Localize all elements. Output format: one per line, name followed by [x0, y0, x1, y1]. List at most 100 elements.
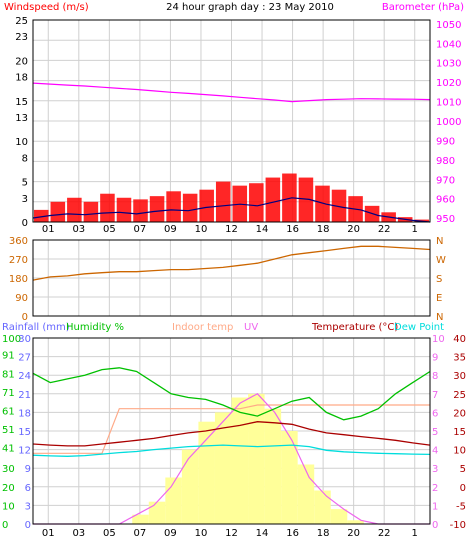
windspeed-tick: 13	[15, 113, 28, 124]
hour-tick: 10	[195, 528, 208, 539]
solar-bar	[314, 490, 331, 524]
humidity-tick: 20	[2, 483, 15, 494]
temperature-tick: 10	[453, 446, 466, 457]
uv-tick: 4	[432, 446, 438, 457]
hour-tick: 09	[164, 528, 177, 539]
temperature-axis-title: Temperature (°C)	[311, 322, 398, 333]
compass-tick: W	[436, 255, 446, 266]
barometer-tick: 1040	[436, 39, 461, 50]
uv-tick: 9	[432, 353, 438, 364]
hour-tick: 20	[347, 224, 360, 235]
temperature-tick: 25	[453, 390, 466, 401]
solar-bar	[165, 477, 182, 524]
windspeed-tick: 18	[15, 73, 28, 84]
windspeed-line	[32, 197, 431, 223]
dew-point-legend: Dew Point	[394, 322, 444, 333]
hour-tick: 18	[317, 224, 330, 235]
humidity-tick: 41	[2, 444, 15, 455]
solar-bar	[231, 397, 249, 524]
gust-bar	[50, 201, 66, 222]
hour-tick: 05	[103, 528, 116, 539]
temperature-tick: 20	[453, 408, 466, 419]
humidity-tick: 10	[2, 501, 15, 512]
gust-bar	[298, 177, 314, 222]
temperature-humidity-panel: 0102030415161718191100036912151821242730…	[2, 334, 466, 539]
rainfall-tick: 3	[25, 501, 31, 512]
chart-title: 24 hour graph day : 23 May 2010	[166, 2, 334, 13]
solar-bar	[347, 520, 364, 524]
rainfall-tick: 15	[18, 427, 31, 438]
rainfall-tick: 0	[25, 520, 31, 531]
rainfall-tick: 27	[18, 353, 31, 364]
direction-tick: 270	[9, 255, 28, 266]
direction-tick: 360	[9, 236, 28, 247]
barometer-tick: 1020	[436, 78, 461, 89]
gust-bar	[34, 209, 49, 222]
barometer-tick: 1030	[436, 59, 461, 70]
humidity-tick: 81	[2, 369, 15, 380]
barometer-tick: 1000	[436, 117, 461, 128]
compass-tick: E	[436, 293, 442, 304]
gust-bar	[67, 197, 82, 222]
uv-tick: 2	[432, 483, 438, 494]
barometer-tick: 980	[436, 156, 455, 167]
rainfall-tick: 24	[18, 371, 31, 382]
windspeed-tick: 3	[22, 194, 28, 205]
temperature-tick: 15	[453, 427, 466, 438]
gust-bar	[166, 191, 181, 222]
uv-tick: 3	[432, 464, 438, 475]
temperature-tick: -5	[456, 501, 466, 512]
humidity-tick: 0	[2, 520, 8, 531]
windspeed-tick: 5	[22, 178, 28, 189]
gust-bar	[331, 189, 347, 222]
hour-tick: 1	[412, 224, 418, 235]
rainfall-tick: 6	[25, 483, 31, 494]
humidity-tick: 30	[2, 464, 15, 475]
temperature-tick: 30	[453, 371, 466, 382]
compass-tick: N	[436, 236, 443, 247]
plot-frame	[32, 19, 431, 223]
rainfall-axis-title: Rainfall (mm)	[2, 322, 70, 333]
temperature-tick: 0	[460, 483, 466, 494]
dew-point-line	[32, 444, 431, 457]
direction-line	[32, 245, 431, 281]
solar-bar	[330, 509, 348, 524]
hour-tick: 18	[317, 528, 330, 539]
humidity-tick: 71	[2, 388, 15, 399]
gust-bar	[249, 183, 264, 222]
hour-tick: 16	[286, 528, 299, 539]
humidity-tick: 51	[2, 425, 15, 436]
hour-tick: 22	[378, 224, 391, 235]
humidity-tick: 91	[2, 351, 15, 362]
solar-bar	[198, 421, 215, 524]
hour-tick: 09	[164, 224, 177, 235]
uv-tick: 8	[432, 371, 438, 382]
humidity-tick: 61	[2, 407, 15, 418]
windspeed-tick: 10	[15, 137, 28, 148]
hour-tick: 14	[256, 224, 269, 235]
solar-bar	[297, 464, 315, 524]
windspeed-tick: 23	[15, 32, 28, 43]
uv-tick: 6	[432, 408, 438, 419]
hour-tick: 07	[134, 224, 147, 235]
gust-bar	[182, 193, 198, 222]
hour-tick: 03	[72, 528, 85, 539]
temperature-tick: -10	[450, 520, 466, 531]
solar-bar	[181, 449, 199, 524]
uv-tick: 7	[432, 390, 438, 401]
temperature-tick: 40	[453, 334, 466, 345]
rainfall-tick: 18	[18, 408, 31, 419]
direction-tick: 180	[9, 274, 28, 285]
windspeed-tick: 15	[15, 97, 28, 108]
uv-legend: UV	[244, 322, 258, 333]
humidity-tick: 100	[2, 334, 21, 345]
windspeed-tick: 8	[22, 153, 28, 164]
solar-bar	[148, 501, 166, 524]
solar-bar	[281, 431, 298, 524]
rainfall-tick: 21	[18, 390, 31, 401]
humidity-axis-title: Humidity %	[66, 322, 124, 333]
compass-tick: S	[436, 274, 442, 285]
windspeed-tick: 0	[22, 218, 28, 229]
